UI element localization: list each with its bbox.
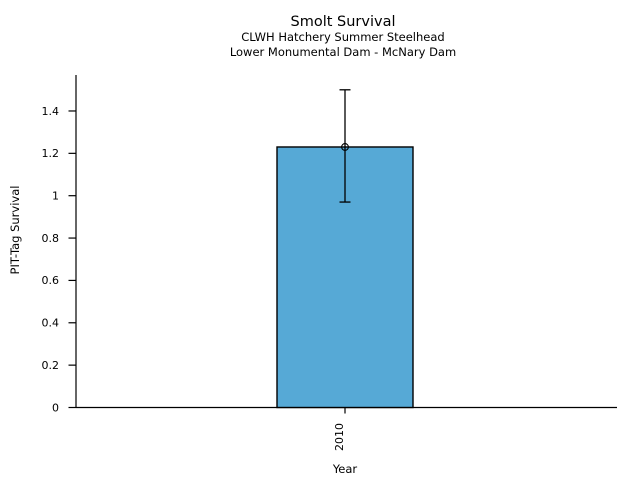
x-tick-label-2010: 2010 <box>333 423 346 451</box>
y-tick-label: 0.8 <box>42 232 60 245</box>
chart-title: Smolt Survival <box>291 14 396 30</box>
chart-subtitle-line1: CLWH Hatchery Summer Steelhead <box>241 30 444 44</box>
y-axis-label: PIT-Tag Survival <box>8 186 22 275</box>
data-point-marker <box>341 143 349 151</box>
plot-area: 0 0.2 0.4 0.6 0.8 1 1.2 1.4 2010 <box>42 75 617 451</box>
x-axis-label: Year <box>332 462 358 476</box>
y-tick-label: 0.6 <box>42 274 60 287</box>
y-tick-label: 1.2 <box>42 147 60 160</box>
y-tick-label: 0 <box>52 401 59 414</box>
y-tick-label: 0.2 <box>42 359 60 372</box>
y-tick-label: 0.4 <box>42 317 60 330</box>
y-tick-label: 1 <box>52 190 59 203</box>
chart-subtitle-line2: Lower Monumental Dam - McNary Dam <box>230 45 456 59</box>
y-tick-label: 1.4 <box>42 105 60 118</box>
